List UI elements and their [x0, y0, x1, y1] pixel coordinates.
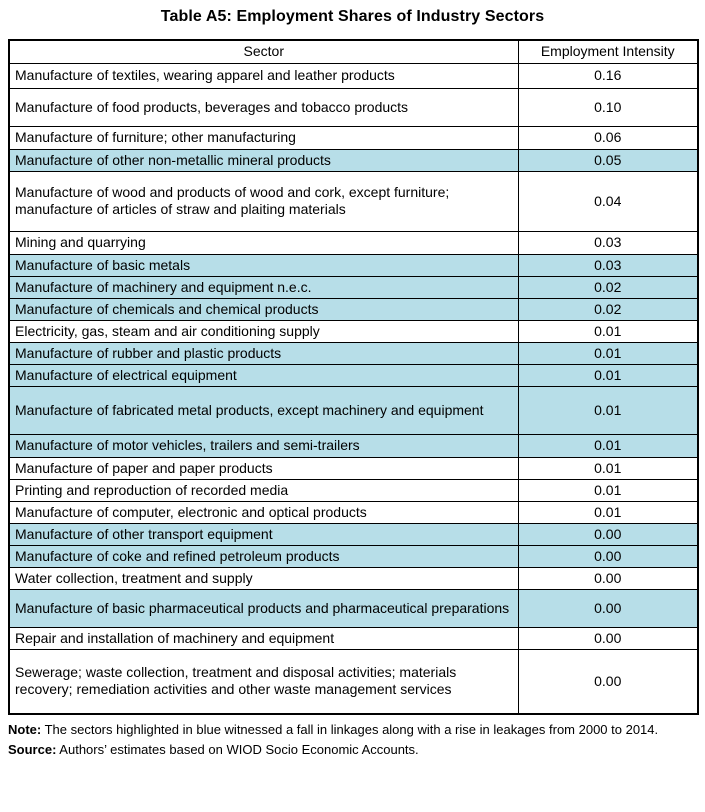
table-row: Manufacture of coke and refined petroleu…: [8, 544, 699, 568]
sector-cell: Manufacture of other transport equipment: [8, 522, 519, 546]
table-header-row: Sector Employment Intensity: [8, 39, 699, 64]
employment-intensity-cell: 0.03: [517, 253, 699, 277]
note-line: Note: The sectors highlighted in blue wi…: [8, 720, 697, 740]
source-label: Source:: [8, 742, 57, 757]
table-row: Manufacture of other transport equipment…: [8, 522, 699, 546]
employment-intensity-cell: 0.00: [517, 566, 699, 590]
employment-intensity-cell: 0.01: [517, 500, 699, 524]
sector-cell: Manufacture of basic pharmaceutical prod…: [8, 588, 519, 628]
sector-cell: Mining and quarrying: [8, 230, 519, 255]
table-row: Manufacture of other non-metallic minera…: [8, 148, 699, 172]
employment-intensity-cell: 0.00: [517, 648, 699, 715]
table-row: Manufacture of wood and products of wood…: [8, 170, 699, 232]
sector-cell: Manufacture of fabricated metal products…: [8, 385, 519, 435]
sector-cell: Manufacture of wood and products of wood…: [8, 170, 519, 232]
employment-intensity-cell: 0.04: [517, 170, 699, 232]
table-row: Manufacture of rubber and plastic produc…: [8, 341, 699, 365]
column-header-sector: Sector: [8, 39, 519, 64]
table-row: Mining and quarrying 0.03: [8, 230, 699, 255]
employment-intensity-cell: 0.01: [517, 478, 699, 502]
table-row: Manufacture of textiles, wearing apparel…: [8, 62, 699, 89]
sector-cell: Manufacture of furniture; other manufact…: [8, 125, 519, 150]
sector-cell: Repair and installation of machinery and…: [8, 626, 519, 650]
table-row: Manufacture of motor vehicles, trailers …: [8, 433, 699, 458]
employment-intensity-cell: 0.00: [517, 544, 699, 568]
column-header-employment-intensity: Employment Intensity: [517, 39, 699, 64]
table-row: Manufacture of chemicals and chemical pr…: [8, 297, 699, 321]
employment-intensity-cell: 0.03: [517, 230, 699, 255]
sector-cell: Electricity, gas, steam and air conditio…: [8, 319, 519, 343]
sector-cell: Manufacture of electrical equipment: [8, 363, 519, 387]
table-title: Table A5: Employment Shares of Industry …: [160, 8, 545, 25]
employment-intensity-cell: 0.00: [517, 522, 699, 546]
sector-cell: Printing and reproduction of recorded me…: [8, 478, 519, 502]
employment-intensity-cell: 0.01: [517, 433, 699, 458]
sector-cell: Manufacture of computer, electronic and …: [8, 500, 519, 524]
employment-intensity-cell: 0.02: [517, 297, 699, 321]
table-row: Manufacture of computer, electronic and …: [8, 500, 699, 524]
employment-intensity-cell: 0.06: [517, 125, 699, 150]
employment-intensity-cell: 0.01: [517, 456, 699, 480]
employment-intensity-cell: 0.01: [517, 341, 699, 365]
sector-cell: Sewerage; waste collection, treatment an…: [8, 648, 519, 715]
table-row: Manufacture of fabricated metal products…: [8, 385, 699, 435]
source-line: Source: Authors’ estimates based on WIOD…: [8, 740, 697, 760]
table-row: Manufacture of furniture; other manufact…: [8, 125, 699, 150]
sector-cell: Manufacture of other non-metallic minera…: [8, 148, 519, 172]
employment-intensity-cell: 0.05: [517, 148, 699, 172]
table-row: Repair and installation of machinery and…: [8, 626, 699, 650]
table-row: Printing and reproduction of recorded me…: [8, 478, 699, 502]
employment-intensity-cell: 0.01: [517, 319, 699, 343]
employment-intensity-cell: 0.10: [517, 87, 699, 127]
sector-cell: Manufacture of chemicals and chemical pr…: [8, 297, 519, 321]
employment-intensity-cell: 0.16: [517, 62, 699, 89]
sector-cell: Manufacture of basic metals: [8, 253, 519, 277]
table-row: Manufacture of basic pharmaceutical prod…: [8, 588, 699, 628]
employment-shares-table: Sector Employment Intensity Manufacture …: [8, 39, 699, 715]
table-row: Manufacture of paper and paper products 0…: [8, 456, 699, 480]
table-row: Sewerage; waste collection, treatment an…: [8, 648, 699, 715]
table-row: Manufacture of machinery and equipment n…: [8, 275, 699, 299]
employment-intensity-cell: 0.02: [517, 275, 699, 299]
employment-intensity-cell: 0.00: [517, 626, 699, 650]
sector-cell: Manufacture of rubber and plastic produc…: [8, 341, 519, 365]
note-text: The sectors highlighted in blue witnesse…: [41, 722, 659, 737]
table-row: Manufacture of basic metals 0.03: [8, 253, 699, 277]
sector-cell: Manufacture of textiles, wearing apparel…: [8, 62, 519, 89]
source-text: Authors’ estimates based on WIOD Socio E…: [56, 742, 419, 757]
sector-cell: Manufacture of machinery and equipment n…: [8, 275, 519, 299]
sector-cell: Manufacture of motor vehicles, trailers …: [8, 433, 519, 458]
table-row: Electricity, gas, steam and air conditio…: [8, 319, 699, 343]
note-label: Note:: [8, 722, 42, 737]
sector-cell: Manufacture of paper and paper products: [8, 456, 519, 480]
sector-cell: Water collection, treatment and supply: [8, 566, 519, 590]
employment-intensity-cell: 0.01: [517, 363, 699, 387]
table-row: Manufacture of food products, beverages …: [8, 87, 699, 127]
employment-intensity-cell: 0.01: [517, 385, 699, 435]
table-row: Water collection, treatment and supply 0.…: [8, 566, 699, 590]
footnotes: Note: The sectors highlighted in blue wi…: [8, 720, 697, 760]
sector-cell: Manufacture of coke and refined petroleu…: [8, 544, 519, 568]
sector-cell: Manufacture of food products, beverages …: [8, 87, 519, 127]
table-row: Manufacture of electrical equipment 0.01: [8, 363, 699, 387]
employment-intensity-cell: 0.00: [517, 588, 699, 628]
